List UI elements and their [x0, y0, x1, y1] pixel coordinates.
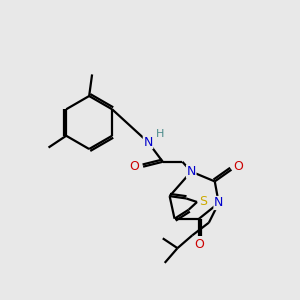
Text: N: N [214, 196, 224, 209]
Text: O: O [233, 160, 243, 173]
Text: O: O [129, 160, 139, 173]
Text: H: H [156, 129, 164, 139]
Text: N: N [187, 165, 196, 178]
Text: O: O [194, 238, 204, 251]
Text: N: N [143, 136, 153, 148]
Text: S: S [199, 196, 207, 208]
